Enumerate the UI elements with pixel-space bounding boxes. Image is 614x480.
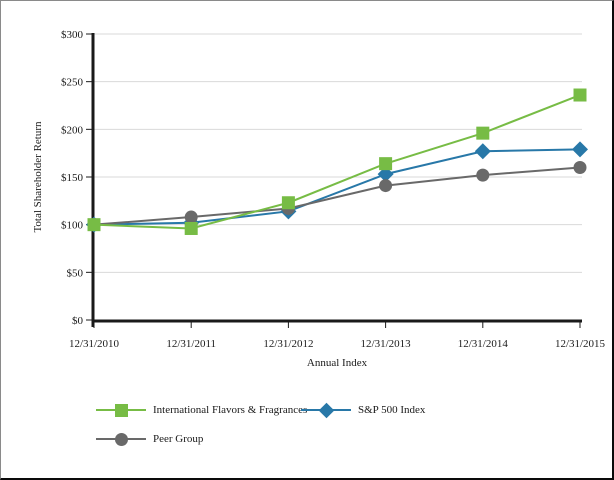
svg-text:12/31/2014: 12/31/2014 bbox=[458, 338, 509, 350]
svg-text:$150: $150 bbox=[61, 172, 84, 184]
y-axis-title: Total Shareholder Return bbox=[32, 121, 44, 233]
svg-text:12/31/2015: 12/31/2015 bbox=[555, 338, 606, 350]
svg-text:12/31/2011: 12/31/2011 bbox=[166, 338, 216, 350]
svg-text:12/31/2012: 12/31/2012 bbox=[263, 338, 313, 350]
svg-text:$100: $100 bbox=[61, 220, 84, 232]
total-shareholder-return-line-chart: $0 $50 $100 $150 $200 $250 $300 12/31/2010 12/31… bbox=[61, 29, 606, 350]
svg-text:12/31/2013: 12/31/2013 bbox=[361, 338, 412, 350]
x-axis-title: Annual Index bbox=[306, 357, 368, 369]
gray-circle-marker-icon bbox=[114, 432, 128, 446]
legend-item-peer-group: Peer Group bbox=[96, 431, 203, 447]
legend-label: International Flavors & Fragrances bbox=[153, 404, 308, 416]
svg-text:12/31/2010: 12/31/2010 bbox=[69, 338, 120, 350]
svg-text:$50: $50 bbox=[67, 267, 84, 279]
svg-text:$300: $300 bbox=[61, 29, 84, 41]
green-square-marker-icon bbox=[114, 403, 128, 417]
legend-label: S&P 500 Index bbox=[358, 404, 426, 416]
legend-line bbox=[96, 432, 146, 446]
svg-text:$250: $250 bbox=[61, 77, 84, 89]
legend-item-sp-500-index: S&P 500 Index bbox=[301, 402, 425, 418]
legend-line bbox=[301, 402, 351, 418]
blue-diamond-marker-icon bbox=[318, 402, 334, 418]
legend-item-international-flavors-fragrances: International Flavors & Fragrances bbox=[96, 402, 307, 418]
legend-line bbox=[96, 403, 146, 417]
svg-text:$0: $0 bbox=[72, 315, 84, 327]
legend-label: Peer Group bbox=[153, 433, 204, 445]
svg-text:$200: $200 bbox=[61, 124, 84, 136]
